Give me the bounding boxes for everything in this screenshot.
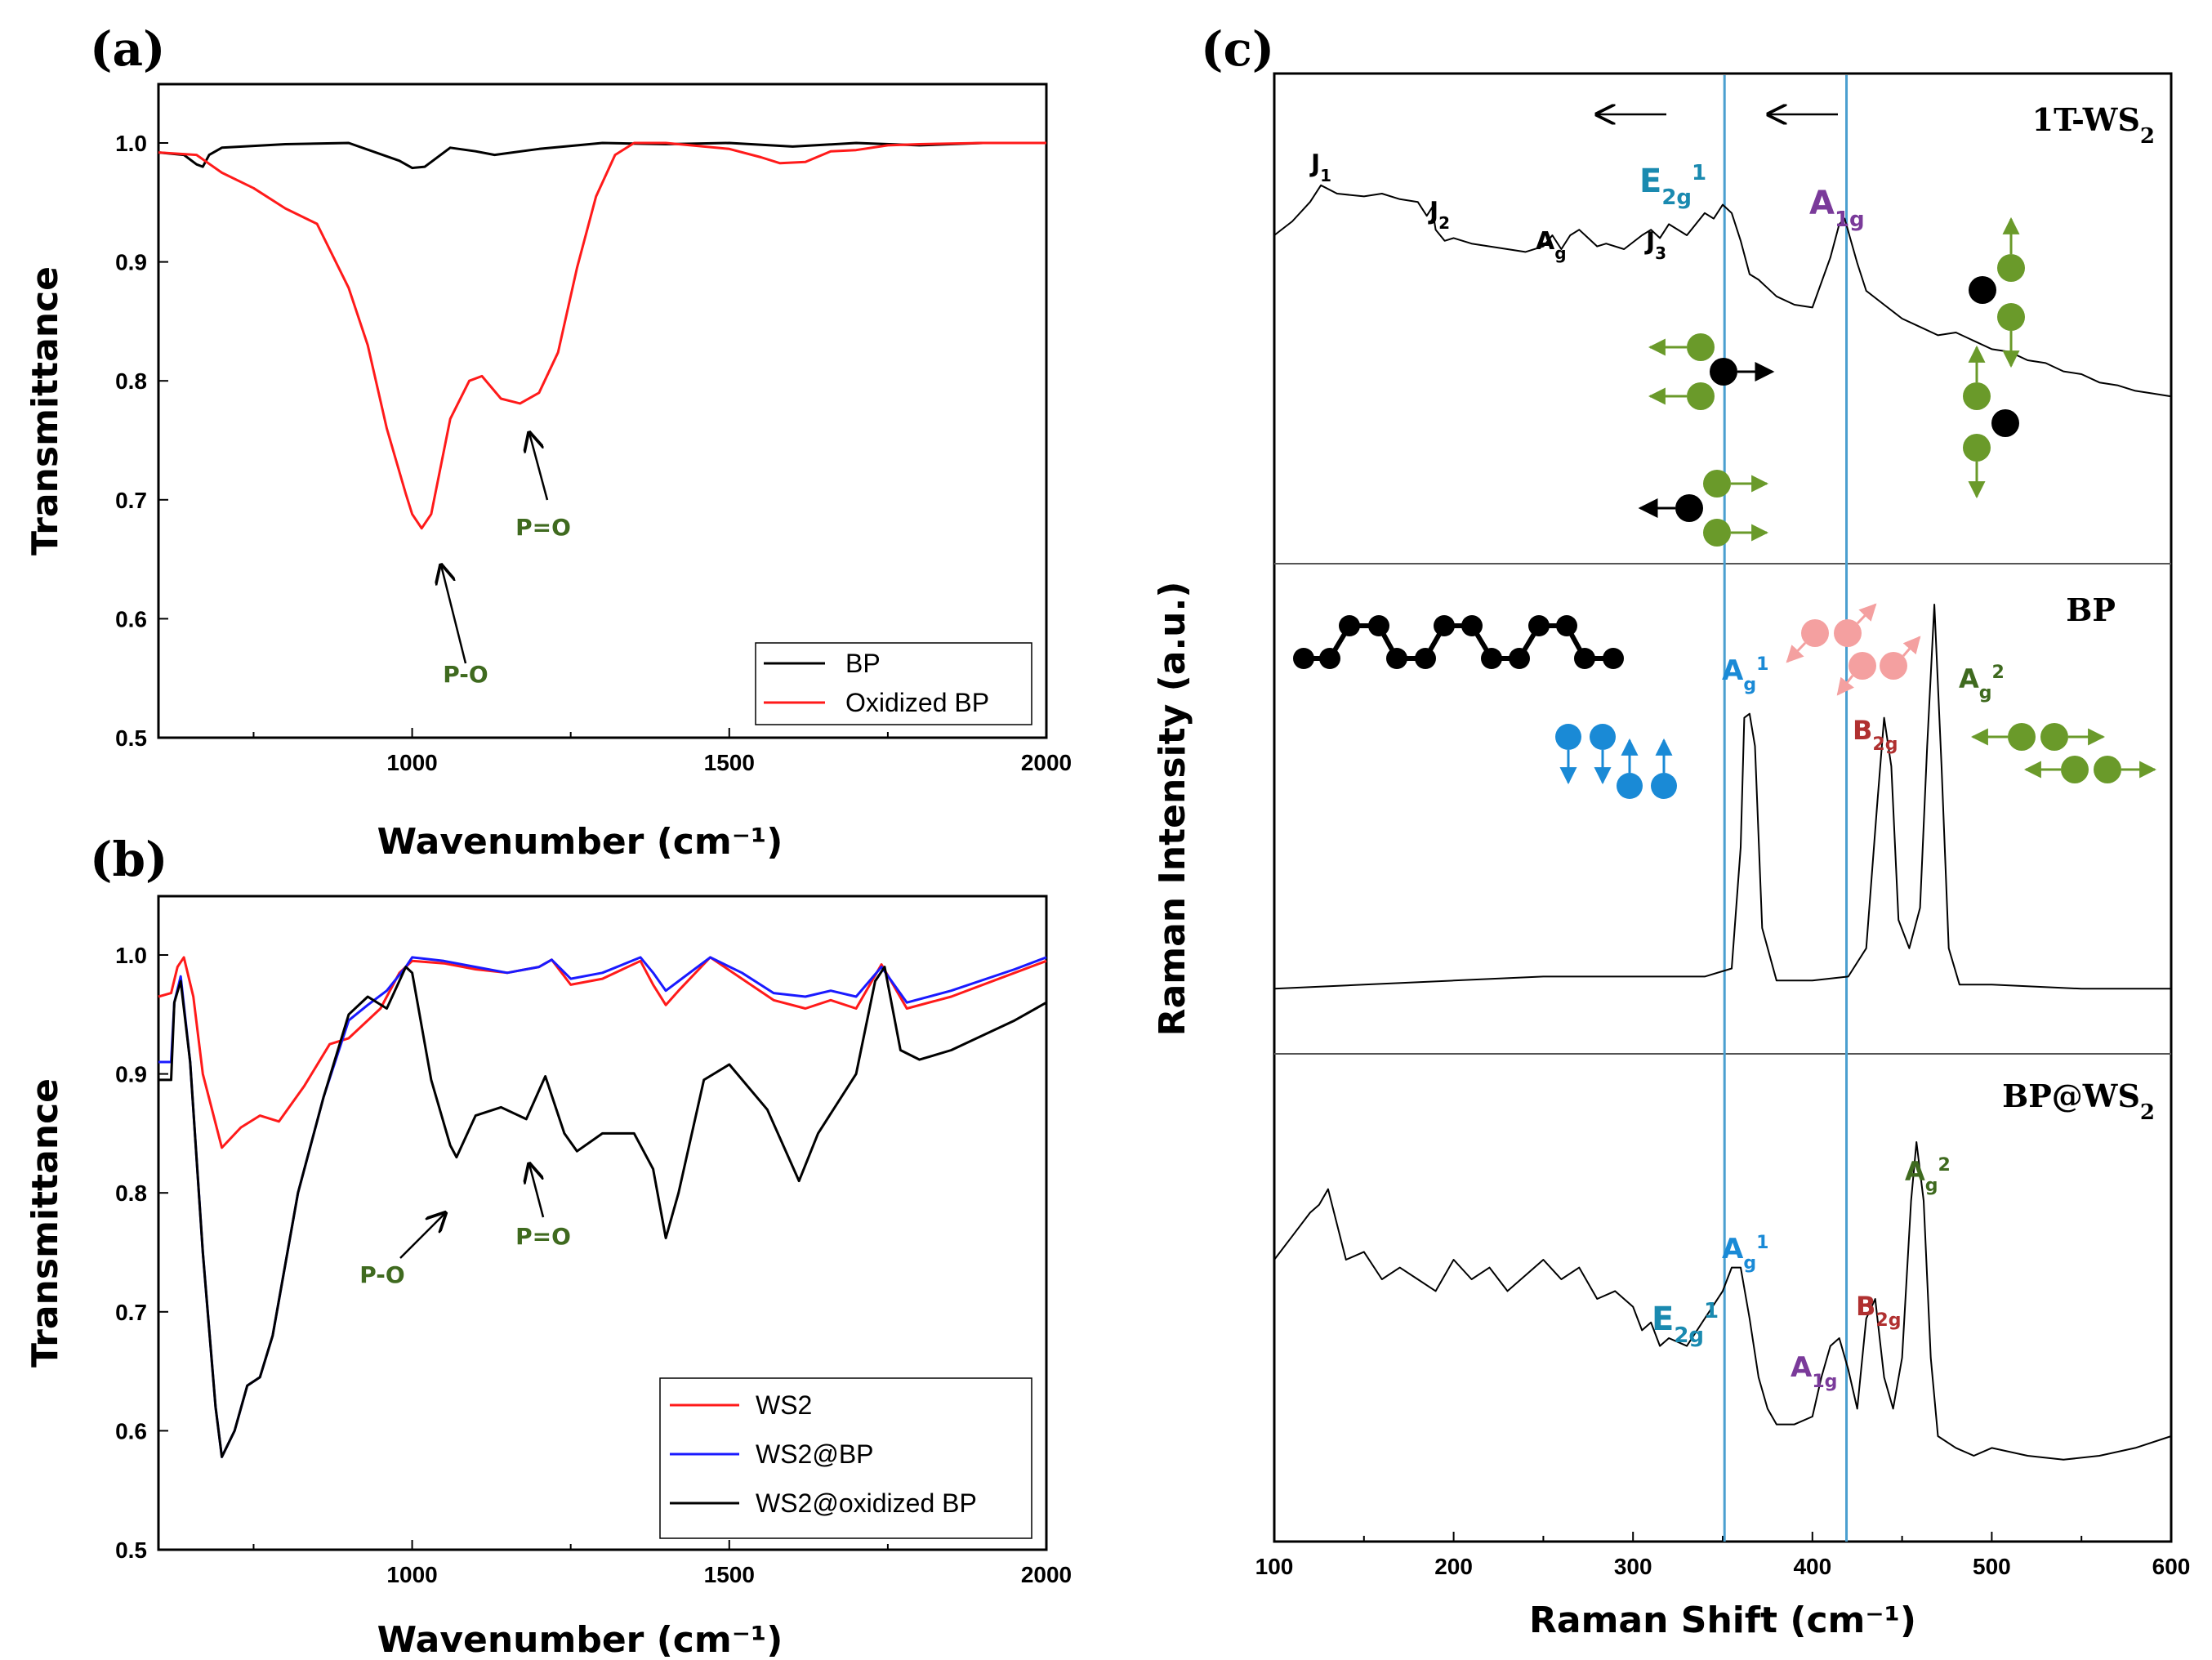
ytick-label: 0.6 (115, 1418, 147, 1444)
ytick-label: 0.7 (115, 488, 147, 513)
panel-b-frame (157, 895, 1048, 1551)
panel-a-frame (157, 83, 1048, 739)
ytick-label: 1.0 (115, 943, 147, 968)
annotation-p-eq-o-b: P=O (515, 1223, 571, 1250)
series-line-ws2 (158, 956, 1047, 1149)
legend-label-ws2: WS2 (756, 1390, 812, 1420)
panel-b-label: (b) (90, 832, 167, 887)
peak-label-a1g-top: A1g (1809, 185, 1865, 232)
raman-line-bp-ws2 (1273, 1141, 2172, 1461)
peak-label-e2g1-bottom: E2g1 (1652, 1299, 1719, 1348)
panel-a-xlabel: Wavenumber (cm⁻¹) (377, 821, 783, 863)
xtick-label: 100 (1255, 1554, 1294, 1579)
xtick-label: 400 (1793, 1554, 1831, 1579)
panel-b-series (158, 956, 1047, 1458)
title-1t-ws2: 1T-WS2 (2032, 101, 2155, 149)
xtick-label: 1500 (704, 750, 755, 775)
annotation-arrow-p-eq-o-a (529, 433, 549, 501)
panel-a-legend (755, 642, 1032, 725)
xtick-label: 1500 (704, 1562, 755, 1587)
legend-label-bp: BP (845, 649, 881, 678)
xtick-label: 1000 (386, 1562, 437, 1587)
annotation-arrow-p-o-a (441, 565, 467, 664)
peak-label-j1: J1 (1309, 149, 1331, 185)
peak-label-ag2-bp: Ag2 (1959, 663, 2005, 703)
peak-label-a1g-bottom: A1g (1791, 1351, 1837, 1392)
ytick-label: 1.0 (115, 131, 147, 156)
peak-label-b2g-bp: B2g (1853, 715, 1898, 755)
panel-b-ticks: 1000 1500 2000 0.5 0.6 0.7 0.8 0.9 1.0 (115, 943, 1072, 1587)
annotation-p-o-b: P-O (359, 1261, 404, 1288)
peak-label-ag1-bottom: Ag1 (1722, 1233, 1768, 1274)
panel-a-label: (a) (90, 21, 165, 77)
series-line-ws2-oxidized-bp (158, 966, 1047, 1458)
xtick-label: 600 (2152, 1554, 2191, 1579)
ws2-e2g-mode-schematic (1638, 333, 1775, 547)
panel-a-ticks: 1000 1500 2000 0.5 0.6 0.7 0.8 0.9 1.0 (115, 131, 1072, 775)
panel-b-xlabel: Wavenumber (cm⁻¹) (377, 1619, 783, 1660)
bp-ag2-mode-schematic (1970, 723, 2157, 783)
panel-b-ylabel: Transmittance (25, 1078, 66, 1368)
panel-c-guides (1723, 75, 1849, 1542)
panel-c-ticks: 100 200 300 400 500 600 (1255, 1532, 2191, 1579)
legend-label-ws2-bp: WS2@BP (756, 1439, 874, 1469)
xtick-label: 1000 (386, 750, 437, 775)
annotation-arrow-p-eq-o-b (529, 1164, 545, 1218)
ytick-label: 0.5 (115, 725, 147, 751)
peak-label-j2: J2 (1428, 197, 1450, 233)
panel-c-label: (c) (1201, 21, 1274, 77)
ytick-label: 0.7 (115, 1300, 147, 1325)
panel-a-ylabel: Transmittance (25, 266, 66, 556)
xtick-label: 2000 (1021, 750, 1072, 775)
ytick-label: 0.8 (115, 368, 147, 394)
ytick-label: 0.5 (115, 1537, 147, 1563)
ytick-label: 0.9 (115, 250, 147, 275)
ytick-label: 0.8 (115, 1180, 147, 1206)
xtick-label: 300 (1614, 1554, 1652, 1579)
annotation-arrow-p-o-b (399, 1213, 445, 1259)
bp-b2g-mode-schematic (1786, 603, 1921, 696)
peak-label-e2g1-top: E2g1 (1639, 161, 1706, 210)
annotation-p-eq-o-a: P=O (515, 514, 571, 541)
panel-c-xlabel: Raman Shift (cm⁻¹) (1529, 1600, 1916, 1641)
panel-c-frame (1273, 72, 2173, 1543)
panel-c-ylabel: Raman Intensity (a.u.) (1152, 582, 1193, 1037)
xtick-label: 500 (1973, 1554, 2011, 1579)
series-line-oxidized-bp (158, 141, 1046, 530)
xtick-label: 200 (1434, 1554, 1473, 1579)
peak-label-ag1-bp: Ag1 (1722, 654, 1768, 695)
raman-line-1t-ws2 (1273, 184, 2172, 398)
bp-ag1-mode-schematic (1555, 724, 1677, 799)
series-line-bp (158, 141, 1046, 170)
title-bp-ws2: BP@WS2 (2002, 1078, 2155, 1125)
panel-c-series (1273, 184, 2172, 1461)
ytick-label: 0.9 (115, 1062, 147, 1087)
title-bp: BP (2066, 591, 2116, 628)
xtick-label: 2000 (1021, 1562, 1072, 1587)
ws2-a1g-mode-schematic (1963, 216, 2025, 499)
peak-label-b2g-bottom: B2g (1856, 1291, 1901, 1331)
annotation-p-o-a: P-O (443, 661, 488, 688)
peak-label-ag: Ag (1536, 227, 1567, 263)
legend-label-ws2-oxidized-bp: WS2@oxidized BP (756, 1488, 977, 1518)
legend-label-oxidized-bp: Oxidized BP (845, 688, 989, 717)
ytick-label: 0.6 (115, 606, 147, 631)
panel-a-series (158, 141, 1046, 530)
raman-line-bp (1273, 604, 2171, 990)
bp-puckered-chain-schematic (1293, 615, 1624, 669)
